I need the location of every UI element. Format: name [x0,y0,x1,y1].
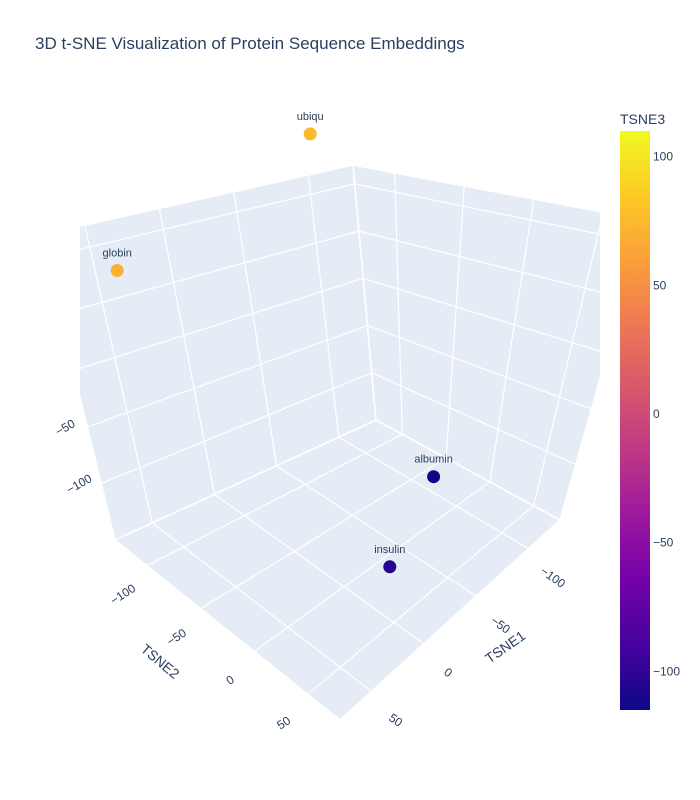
z-tick-label: −100 [64,471,95,497]
colorbar-title: TSNE3 [620,111,665,127]
data-point-label: globin [103,248,132,260]
grid-line-tsne2 [394,172,403,435]
colorbar: TSNE3 100 50 0 −50 −100 [620,111,680,710]
grid-line-tsne3 [80,277,364,370]
axis-panes [80,164,600,720]
colorbar-tick-label: 0 [653,407,660,421]
y-tick-label: 50 [274,713,293,732]
grid-line-tsne3 [363,277,600,352]
data-point-label: albumin [414,454,453,466]
data-point-label: ubiquitin_retro_protein [187,51,296,63]
grid-line-tsne2 [307,505,535,695]
chart-title: 3D t-SNE Visualization of Protein Sequen… [35,34,465,53]
data-point [427,470,441,484]
grid-line-tsne1 [233,191,278,466]
grid-line-tsne1 [307,174,340,438]
grid-line-tsne1 [338,436,529,550]
grid-line-tsne2 [146,433,403,567]
y-tick-label: 0 [223,672,236,688]
grid-line-tsne1 [276,465,477,597]
grid-line-tsne2 [445,185,465,459]
colorbar-tick-label: 100 [653,150,673,164]
grid-line-tsne3 [80,183,355,250]
y-tick-label: −100 [108,581,139,608]
colorbar-tick-label: −100 [653,664,680,678]
data-point-label: insulin [374,544,405,556]
x-tick-label: 50 [386,711,405,730]
colorbar-tick-label: 50 [653,278,667,292]
colorbar-bar [620,131,650,710]
data-point [235,68,248,81]
grid-line-tsne1 [214,493,425,645]
z-tick-label: −50 [53,416,78,438]
data-point-label: ubiqu [297,111,324,123]
grid-line-tsne1 [158,208,216,495]
grid-line-tsne3 [358,230,600,293]
grid-line-tsne2 [253,481,491,652]
grid-line-tsne3 [367,324,592,410]
grid-line-tsne2 [489,198,535,482]
y-tick-label: −50 [164,626,189,649]
grid-lines [80,172,600,695]
colorbar-tick-label: −50 [653,536,674,550]
x-tick-label: −100 [538,564,568,591]
data-point [303,127,317,141]
y-axis-title: TSNE2 [138,641,183,682]
grid-line-tsne2 [533,223,600,506]
grid-line-tsne3 [87,324,368,428]
grid-line-tsne1 [151,522,372,692]
grid-line-tsne3 [354,183,600,235]
grid-line-tsne2 [200,457,447,610]
x-tick-label: 0 [441,665,455,680]
grid-line-tsne1 [84,224,153,523]
back-pane-right [352,164,600,522]
grid-line-tsne3 [80,230,360,310]
data-point [110,264,124,277]
data-point [383,560,397,574]
grid-line-tsne3 [371,372,576,465]
grid-line-tsne3 [100,372,372,485]
